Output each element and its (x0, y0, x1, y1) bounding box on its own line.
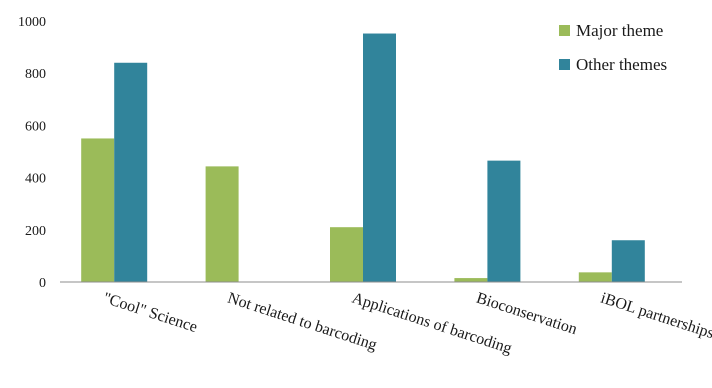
x-category-label: iBOL partnerships (599, 290, 712, 343)
bar-other-themes (363, 33, 396, 282)
legend-label: Major theme (576, 21, 663, 40)
y-tick-label: 200 (25, 224, 46, 239)
y-tick-label: 0 (39, 276, 46, 291)
bar-other-themes (114, 62, 148, 283)
x-axis: "Cool" Science Not related to barcodingAp… (60, 281, 712, 357)
bar-other-themes (487, 160, 521, 282)
legend-swatch (559, 25, 570, 36)
y-tick-label: 400 (25, 172, 46, 187)
y-tick-label: 800 (25, 67, 46, 82)
y-axis: 0 200 400 600 800 1000 (18, 15, 46, 291)
bar-major-theme (205, 166, 239, 282)
bar-major-theme (81, 138, 115, 282)
legend-label: Other themes (576, 55, 667, 74)
bars (81, 33, 645, 283)
legend: Major theme Other themes (559, 21, 667, 74)
y-tick-label: 1000 (18, 15, 46, 30)
y-tick-label: 600 (25, 119, 46, 134)
x-category-label: Bioconservation (474, 290, 579, 339)
bar-major-theme (578, 272, 612, 282)
legend-swatch (559, 59, 570, 70)
x-category-label: "Cool" Science (101, 290, 199, 336)
bar-major-theme (330, 227, 363, 282)
bar-other-themes (611, 240, 645, 282)
bar-major-theme (454, 278, 488, 282)
